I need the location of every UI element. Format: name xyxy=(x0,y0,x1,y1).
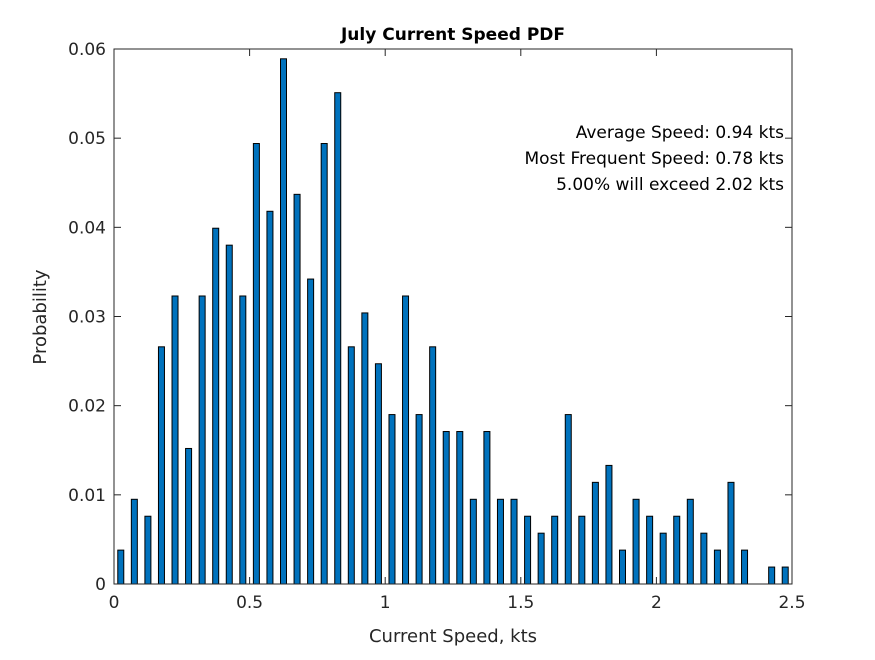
bar xyxy=(117,549,125,585)
y-axis-label: Probability xyxy=(30,269,51,364)
bar xyxy=(320,143,328,585)
bar xyxy=(442,431,450,585)
y-tick-label: 0.05 xyxy=(68,129,106,149)
bar xyxy=(469,498,477,585)
bar xyxy=(239,295,247,585)
bar xyxy=(741,549,749,585)
bar xyxy=(700,532,708,585)
bar xyxy=(551,515,559,585)
y-tick-label: 0.06 xyxy=(68,40,106,60)
y-tick-label: 0 xyxy=(95,575,106,595)
chart-title: July Current Speed PDF xyxy=(340,25,565,45)
bar xyxy=(646,515,654,585)
bar xyxy=(619,549,626,585)
bar xyxy=(537,532,545,585)
bar xyxy=(266,210,274,585)
bars xyxy=(117,58,789,585)
bar xyxy=(130,498,138,585)
bar xyxy=(727,481,735,585)
bar xyxy=(307,278,315,585)
bar xyxy=(212,227,220,585)
x-axis-label: Current Speed, kts xyxy=(369,626,537,647)
bar xyxy=(605,464,613,585)
bar xyxy=(144,515,152,585)
bar xyxy=(768,566,776,585)
x-tick-label: 0.5 xyxy=(236,593,263,613)
bar xyxy=(225,244,233,585)
bar xyxy=(591,481,599,585)
bar xyxy=(252,143,260,585)
x-tick-label: 1 xyxy=(380,593,391,613)
bar xyxy=(157,346,165,585)
bar xyxy=(496,498,504,585)
bar xyxy=(171,295,179,585)
bar xyxy=(334,92,342,585)
bar xyxy=(564,414,572,585)
bar xyxy=(185,447,193,585)
bar xyxy=(293,193,301,585)
annotation-exceedance: 5.00% will exceed 2.02 kts xyxy=(556,175,784,195)
y-tick-label: 0.04 xyxy=(68,218,106,238)
bar xyxy=(483,431,491,585)
bar xyxy=(415,414,423,585)
bar xyxy=(673,515,681,585)
bar xyxy=(374,363,382,585)
bar xyxy=(280,58,287,585)
y-tick-label: 0.02 xyxy=(68,397,106,417)
bar xyxy=(632,498,640,585)
x-tick-label: 2.5 xyxy=(778,593,805,613)
ticks: 0 0.5 1 1.5 2 2.5 0 0.01 0.02 0.03 0.04 0.05 0.06 xyxy=(68,40,805,613)
bar xyxy=(347,346,355,585)
bar xyxy=(388,414,396,585)
bar xyxy=(578,515,586,585)
bar xyxy=(402,295,410,585)
bar xyxy=(198,295,206,585)
bar xyxy=(429,346,437,585)
bar xyxy=(456,431,464,585)
bar xyxy=(524,515,532,585)
bar xyxy=(659,532,667,585)
annotation-most-frequent-speed: Most Frequent Speed: 0.78 kts xyxy=(524,149,784,169)
y-tick-label: 0.01 xyxy=(68,486,106,506)
x-tick-label: 2 xyxy=(651,593,662,613)
y-tick-label: 0.03 xyxy=(68,308,106,328)
bar xyxy=(361,312,369,585)
annotation-average-speed: Average Speed: 0.94 kts xyxy=(576,123,784,143)
x-tick-label: 0 xyxy=(109,593,120,613)
bar xyxy=(781,566,789,585)
bar xyxy=(510,498,518,585)
bar xyxy=(686,498,694,585)
x-tick-label: 1.5 xyxy=(507,593,534,613)
bar xyxy=(713,549,721,585)
